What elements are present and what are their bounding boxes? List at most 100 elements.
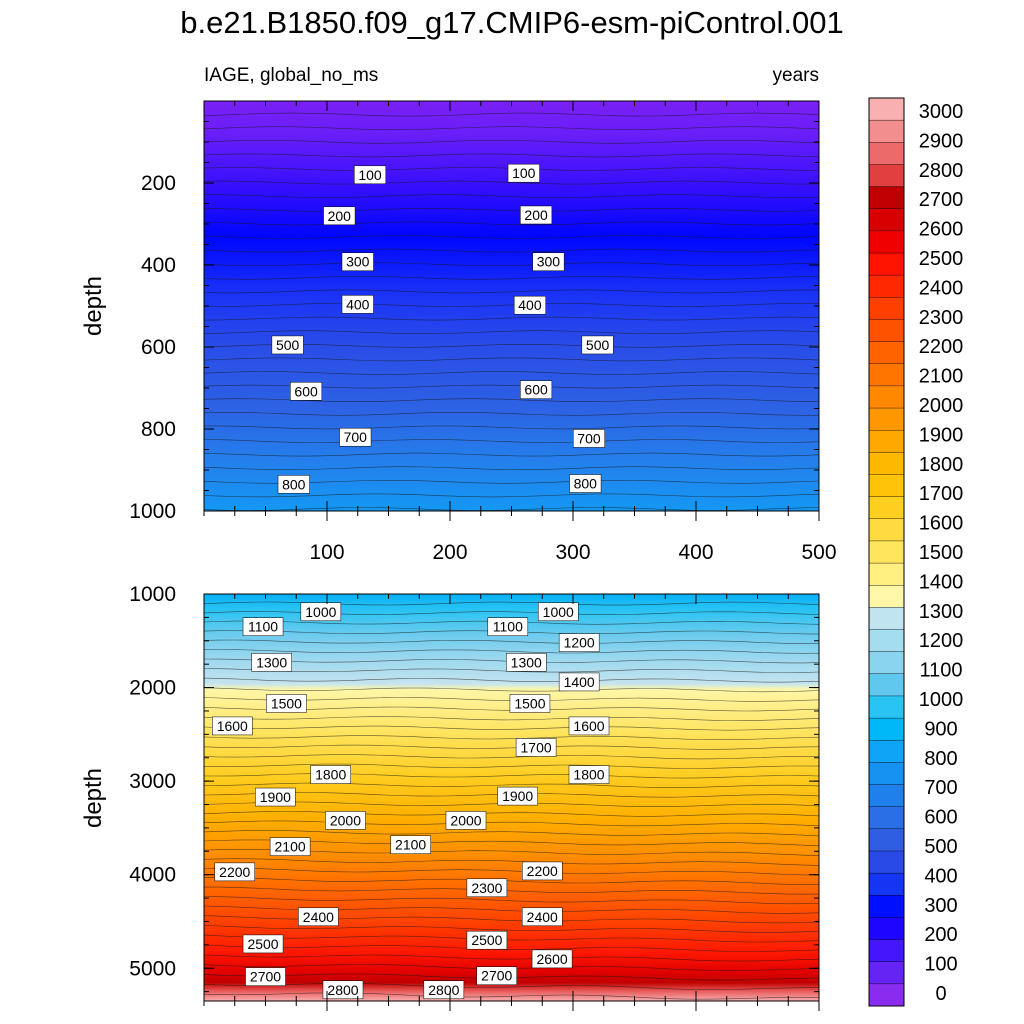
colorbar-label: 2300 xyxy=(919,307,964,329)
contour-label-box xyxy=(497,786,538,806)
contour-line xyxy=(203,944,820,952)
colorbar-label: 1500 xyxy=(919,542,964,564)
colorbar-swatch xyxy=(868,208,905,232)
y-tick-label: 800 xyxy=(141,418,176,441)
contour-line xyxy=(203,934,820,943)
contour-label: 2700 xyxy=(250,969,281,985)
colorbar-swatch xyxy=(868,717,905,741)
contour-label-box xyxy=(242,617,284,636)
colorbar-label: 2600 xyxy=(919,219,964,241)
contour-label: 1700 xyxy=(521,739,552,755)
contour-label: 2500 xyxy=(247,936,278,952)
contour-label: 1000 xyxy=(543,604,574,620)
contour-label-box xyxy=(298,907,339,927)
contour-label: 600 xyxy=(524,382,548,398)
contour-label: 1500 xyxy=(514,695,545,711)
contour-label: 800 xyxy=(282,476,306,492)
colorbar-label: 500 xyxy=(924,836,957,858)
contour-label-box xyxy=(515,738,557,757)
contour-label-box xyxy=(390,835,431,854)
contour-label: 100 xyxy=(512,165,536,181)
colorbar-swatch xyxy=(868,784,905,808)
contour-label: 300 xyxy=(537,254,561,270)
contour-label-box xyxy=(466,878,508,898)
contour-label: 1300 xyxy=(256,654,287,670)
contour-label-box xyxy=(581,335,614,355)
contour-label-box xyxy=(558,633,600,652)
contour-line xyxy=(204,194,820,199)
contour-line xyxy=(203,316,820,321)
y-tick-label: 2000 xyxy=(129,677,176,700)
contour-line xyxy=(203,754,819,760)
contour-line xyxy=(203,207,820,212)
top-y-tick-labels: 200 400 600 800 1000 xyxy=(129,172,176,523)
contour-line xyxy=(203,687,820,693)
colorbar-swatch xyxy=(868,983,905,1007)
contour-label-box xyxy=(245,967,286,986)
contour-label: 2100 xyxy=(395,837,426,853)
contour-label-box xyxy=(520,205,553,225)
bottom-axis-ticks xyxy=(203,593,820,1011)
colorbar-swatch xyxy=(868,230,905,254)
contour-label-box xyxy=(251,653,292,672)
colorbar-label: 1600 xyxy=(919,513,964,535)
contour-label-box xyxy=(513,295,546,315)
contour-label-box xyxy=(325,811,366,830)
contour-label: 2400 xyxy=(527,909,558,925)
contour-label-box xyxy=(487,617,529,636)
contour-line xyxy=(203,830,820,837)
contour-line xyxy=(203,867,820,876)
top-y-axis-title: depth xyxy=(80,276,107,336)
contour-label: 2000 xyxy=(450,812,481,828)
contour-label-box xyxy=(266,694,307,713)
colorbar-swatch xyxy=(868,119,905,143)
contour-label: 2200 xyxy=(219,864,250,880)
contour-line xyxy=(203,330,820,335)
contour-label-box xyxy=(522,907,563,927)
contour-line xyxy=(203,925,820,933)
contour-line xyxy=(203,289,819,294)
colorbar xyxy=(868,97,905,1007)
contour-label-box xyxy=(572,429,605,448)
y-tick-label: 4000 xyxy=(129,864,176,887)
contour-line xyxy=(203,983,819,991)
colorbar-label: 1300 xyxy=(919,601,964,623)
contour-line xyxy=(203,896,820,905)
bottom-y-axis-title: depth xyxy=(80,768,107,828)
colorbar-swatch xyxy=(868,297,905,320)
colorbar-swatch xyxy=(868,695,905,719)
contour-label-box xyxy=(290,382,323,401)
contour-line xyxy=(203,153,820,158)
contour-label: 2100 xyxy=(275,839,306,855)
contour-label-box xyxy=(255,787,296,807)
contour-label: 1600 xyxy=(573,718,604,734)
contour-line xyxy=(203,811,820,817)
contour-line xyxy=(203,398,820,403)
colorbar-label: 3000 xyxy=(919,101,964,123)
contour-label: 700 xyxy=(344,429,368,445)
contour-label: 200 xyxy=(328,208,352,224)
colorbar-swatch xyxy=(868,872,905,896)
colorbar-swatch xyxy=(868,673,905,697)
contour-label-box xyxy=(214,862,255,882)
colorbar-swatch xyxy=(868,961,905,985)
contour-line xyxy=(203,411,820,416)
top-panel: 100 100 200 200 300 300 400 400 500 500 600 600 700 7… xyxy=(80,100,837,564)
colorbar-swatch xyxy=(868,385,905,409)
contour-line xyxy=(203,782,820,788)
contour-label-box xyxy=(558,672,600,692)
contour-label-box xyxy=(532,252,565,271)
contour-line xyxy=(203,716,820,721)
colorbar-swatch xyxy=(868,429,905,453)
colorbar-label: 2500 xyxy=(919,248,964,270)
contour-label-box xyxy=(341,295,374,314)
colorbar-swatch xyxy=(868,629,905,653)
contour-line xyxy=(203,954,820,962)
colorbar-label: 0 xyxy=(935,983,946,1005)
top-x-tick-labels: 100 200 300 400 500 xyxy=(309,541,836,564)
contour-label-box xyxy=(339,427,372,447)
contour-label: 1500 xyxy=(271,695,302,711)
variable-label: IAGE, global_no_ms xyxy=(204,65,378,86)
colorbar-label: 2900 xyxy=(919,130,964,152)
